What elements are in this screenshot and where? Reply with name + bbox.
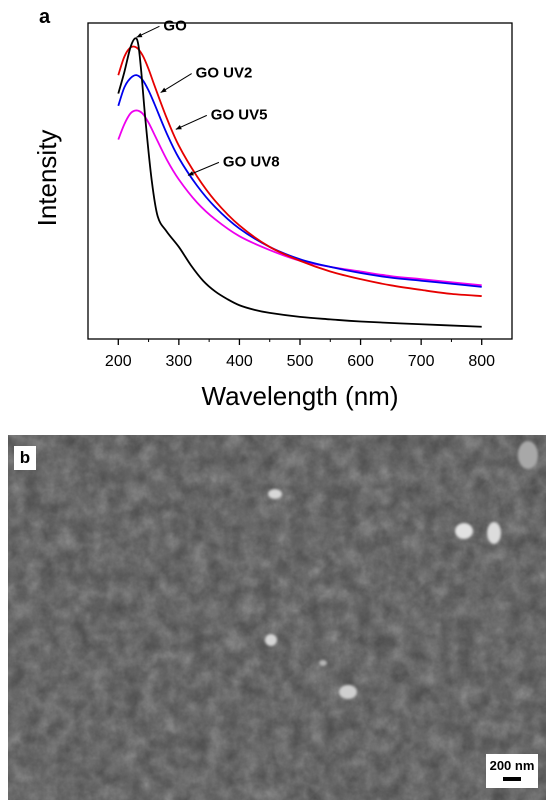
x-axis-ticks: 200 300 400 500 600 700 800 (105, 339, 495, 370)
series-line-go (117, 37, 482, 328)
annotation-arrow (187, 161, 220, 176)
y-axis-label: Intensity (32, 130, 62, 227)
series-line-go-uv5 (117, 74, 482, 288)
series-line-go-uv8 (117, 109, 482, 287)
annotation-arrow (175, 114, 208, 130)
annotations-layer: GO GO UV2 GO UV5 GO UV8 (136, 17, 280, 176)
x-tick-label: 200 (105, 353, 132, 370)
annotation-arrow (160, 73, 192, 93)
particle (518, 441, 538, 469)
panel-b-label: b (14, 446, 36, 470)
x-tick-label: 500 (287, 353, 314, 370)
scale-bar-label: 200 nm (489, 758, 535, 773)
particle (268, 489, 282, 499)
scale-bar-line (503, 777, 521, 781)
annotation-label: GO UV5 (211, 106, 268, 123)
particle (265, 634, 277, 646)
annotation-label: GO UV2 (196, 65, 253, 82)
series-line-go-uv2 (117, 45, 482, 297)
particle (319, 660, 327, 666)
x-tick-label: 600 (347, 353, 374, 370)
series-layer (117, 37, 482, 328)
x-axis-label: Wavelength (nm) (202, 381, 399, 411)
x-tick-label: 800 (468, 353, 495, 370)
particle (339, 685, 357, 699)
annotation-arrowhead (160, 87, 167, 93)
annotation-label: GO (163, 17, 187, 34)
particle (455, 523, 473, 539)
annotation-arrowhead (187, 171, 194, 176)
annotation-arrowhead (175, 124, 182, 130)
sem-image-panel: b 200 nm (8, 435, 546, 800)
annotation-arrowhead (136, 32, 143, 38)
x-tick-label: 400 (226, 353, 253, 370)
x-tick-label: 700 (408, 353, 435, 370)
x-tick-label: 300 (166, 353, 193, 370)
annotation-label: GO UV8 (223, 153, 280, 170)
particle (487, 522, 501, 544)
scale-bar: 200 nm (486, 754, 538, 788)
sem-texture (8, 435, 546, 800)
panel-a-label: a (39, 6, 51, 28)
